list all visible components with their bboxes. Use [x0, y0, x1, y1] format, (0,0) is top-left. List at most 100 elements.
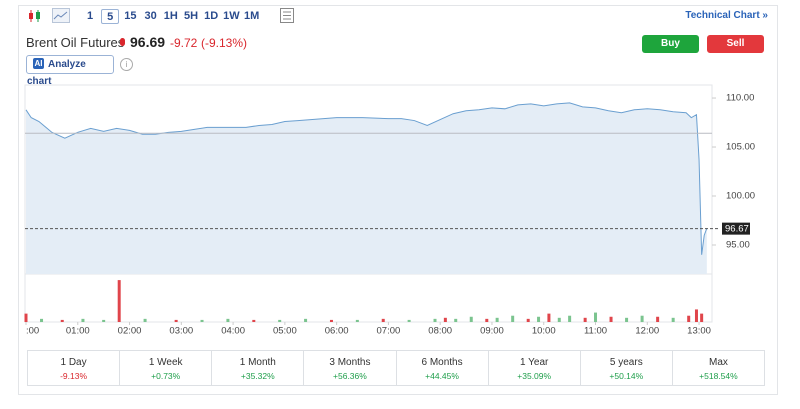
period-change: -9.13% — [60, 371, 88, 381]
timeframe-button[interactable]: 30 — [144, 10, 157, 22]
current-price-label: 96.67 — [725, 224, 749, 235]
x-tick-label: 02:00 — [118, 326, 142, 337]
x-tick-label: 05:00 — [273, 326, 297, 337]
area-icon[interactable] — [52, 8, 70, 23]
volume-bar — [102, 319, 106, 322]
volume-bar — [671, 317, 675, 322]
price: 96.69 — [130, 34, 166, 50]
timeframe-button[interactable]: 5 — [101, 9, 120, 24]
timeframe-button[interactable]: 1D — [204, 10, 219, 22]
volume-bar — [304, 318, 308, 322]
x-tick-label: 11:00 — [584, 326, 607, 337]
x-tick-label: 06:00 — [325, 326, 349, 337]
volume-bar — [24, 313, 28, 322]
x-tick-label: 13:00 — [687, 326, 711, 337]
timeframe-button[interactable]: 5H — [183, 10, 199, 22]
period-change: +35.09% — [517, 371, 552, 381]
sell-button[interactable]: Sell — [707, 35, 764, 53]
period-cell[interactable]: 1 Day -9.13% — [28, 351, 119, 385]
timeframe-button[interactable]: 1W — [223, 10, 240, 22]
volume-bar — [454, 318, 458, 322]
volume-bar — [469, 316, 473, 322]
period-cell[interactable]: 1 Week +0.73% — [119, 351, 211, 385]
timeframe-button[interactable]: 15 — [124, 10, 137, 22]
period-cell[interactable]: Max +518.54% — [671, 351, 764, 385]
card — [18, 5, 778, 395]
volume-bar — [329, 319, 333, 322]
volume-bar — [687, 315, 691, 322]
period-change: +518.54% — [699, 371, 738, 381]
x-tick-label: 07:00 — [377, 326, 401, 337]
period-table: 1 Day -9.13% 1 Week +0.73% 1 Month +35.32% 3 M… — [27, 350, 765, 386]
x-tick-label: 08:00 — [428, 326, 452, 337]
period-cell[interactable]: 1 Year +35.09% — [487, 351, 580, 385]
volume-bar — [407, 319, 411, 322]
volume-bar — [433, 318, 437, 322]
volume-bar — [495, 317, 499, 322]
period-change: +56.36% — [333, 371, 367, 381]
timeframe-button[interactable]: 1M — [243, 10, 260, 22]
volume-bar — [226, 318, 230, 322]
buy-button[interactable]: Buy — [642, 35, 699, 53]
period-label: 6 Months — [421, 357, 463, 368]
x-tick-label: 09:00 — [480, 326, 504, 337]
x-tick-label: 12:00 — [635, 326, 659, 337]
x-tick-label: 10:00 — [532, 326, 556, 337]
period-label: 1 Day — [60, 357, 87, 368]
period-cell[interactable]: 6 Months +44.45% — [395, 351, 488, 385]
y-tick-label: 100.00 — [726, 191, 755, 202]
x-tick-label: 04:00 — [221, 326, 245, 337]
volume-bar — [656, 316, 660, 322]
timeframe-button[interactable]: 1 — [86, 10, 94, 22]
period-change: +0.73% — [151, 371, 181, 381]
analyze-label: Analyze chart — [27, 59, 86, 87]
period-cell[interactable]: 1 Month +35.32% — [211, 351, 303, 385]
period-cell[interactable]: 5 years +50.14% — [579, 351, 672, 385]
volume-bar — [485, 318, 489, 322]
info-icon[interactable]: i — [120, 58, 133, 71]
settings-icon[interactable] — [280, 8, 294, 23]
volume-bar — [526, 318, 530, 322]
volume-bar — [355, 319, 359, 322]
technical-chart-link[interactable]: Technical Chart » — [685, 10, 768, 21]
change-percent: (-9.13%) — [201, 36, 248, 50]
analyze-button[interactable]: AI Analyze chart — [26, 55, 114, 87]
volume-bar — [200, 319, 204, 322]
timeframe-button[interactable]: 1H — [163, 10, 178, 22]
volume-bar — [252, 319, 256, 322]
volume-bar — [174, 319, 178, 322]
volume-bar — [640, 315, 644, 322]
y-tick-label: 95.00 — [726, 240, 750, 251]
volume-bar — [583, 317, 587, 322]
volume-bar — [625, 317, 629, 322]
change: -9.72 — [170, 36, 198, 50]
volume-bar — [443, 317, 447, 322]
volume-bar — [700, 313, 704, 322]
period-label: 1 Month — [239, 357, 276, 368]
plot-frame — [24, 84, 713, 323]
period-label: 3 Months — [329, 357, 371, 368]
area-fill — [26, 102, 707, 274]
y-tick-label: 110.00 — [726, 93, 754, 104]
candle-icon[interactable] — [27, 9, 43, 23]
volume-bar — [594, 312, 598, 322]
price-line — [25, 102, 708, 255]
volume-bar — [609, 316, 613, 322]
status-dot — [120, 38, 125, 46]
period-label: 5 years — [609, 357, 643, 368]
current-price-tag — [722, 222, 750, 235]
volume-bar — [381, 318, 385, 322]
volume-bar — [537, 316, 541, 322]
volume-bar — [694, 309, 698, 322]
volume-bar — [511, 315, 515, 322]
volume-bar — [143, 318, 147, 322]
chart: Investing.com96.67110.00105.00100.0095.0… — [24, 84, 755, 337]
period-cell[interactable]: 3 Months +56.36% — [303, 351, 395, 385]
y-tick-label: 105.00 — [726, 142, 755, 153]
volume-bar — [278, 319, 282, 322]
volume-bar — [81, 318, 85, 322]
period-label: 1 Year — [520, 357, 549, 368]
volume-bar — [568, 315, 572, 322]
volume-bar — [547, 313, 551, 322]
